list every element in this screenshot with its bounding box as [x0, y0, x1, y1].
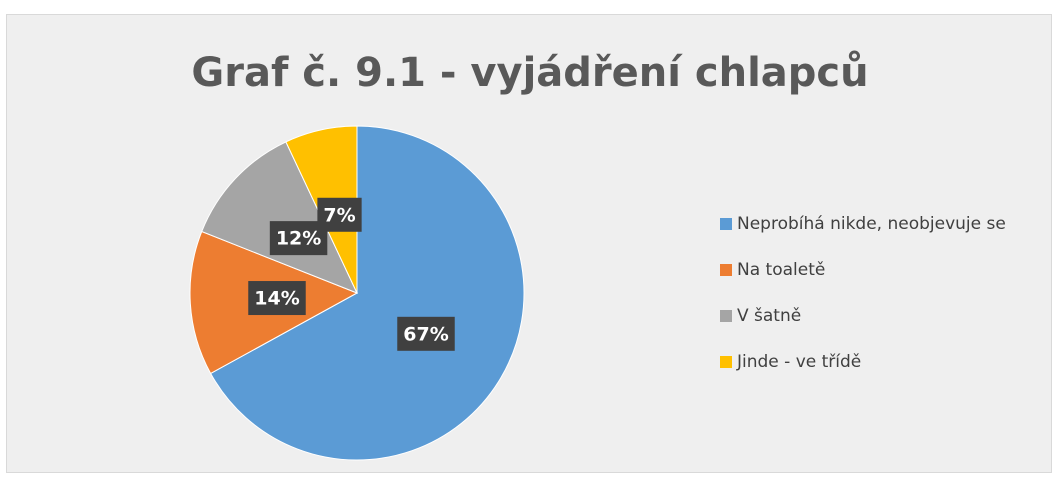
data-label: 7% — [323, 204, 355, 226]
chart-title: Graf č. 9.1 - vyjádření chlapců — [191, 49, 868, 96]
legend-swatch — [720, 310, 732, 322]
data-label: 12% — [276, 228, 321, 250]
legend-label: Na toaletě — [737, 260, 825, 280]
legend-swatch — [720, 356, 732, 368]
legend-label: V šatně — [737, 306, 801, 326]
legend-swatch — [720, 218, 732, 230]
legend-swatch — [720, 264, 732, 276]
data-label: 67% — [403, 323, 448, 345]
data-label-box — [317, 197, 362, 232]
legend-label: Neprobíhá nikde, neobjevuje se — [737, 214, 1006, 234]
pie-slice — [209, 125, 525, 461]
chart-background — [6, 14, 1052, 473]
data-label-box — [397, 316, 455, 351]
data-label: 14% — [254, 288, 299, 310]
legend-label: Jinde - ve třídě — [736, 352, 861, 372]
data-label-box — [248, 281, 306, 316]
pie-slice — [201, 141, 358, 294]
